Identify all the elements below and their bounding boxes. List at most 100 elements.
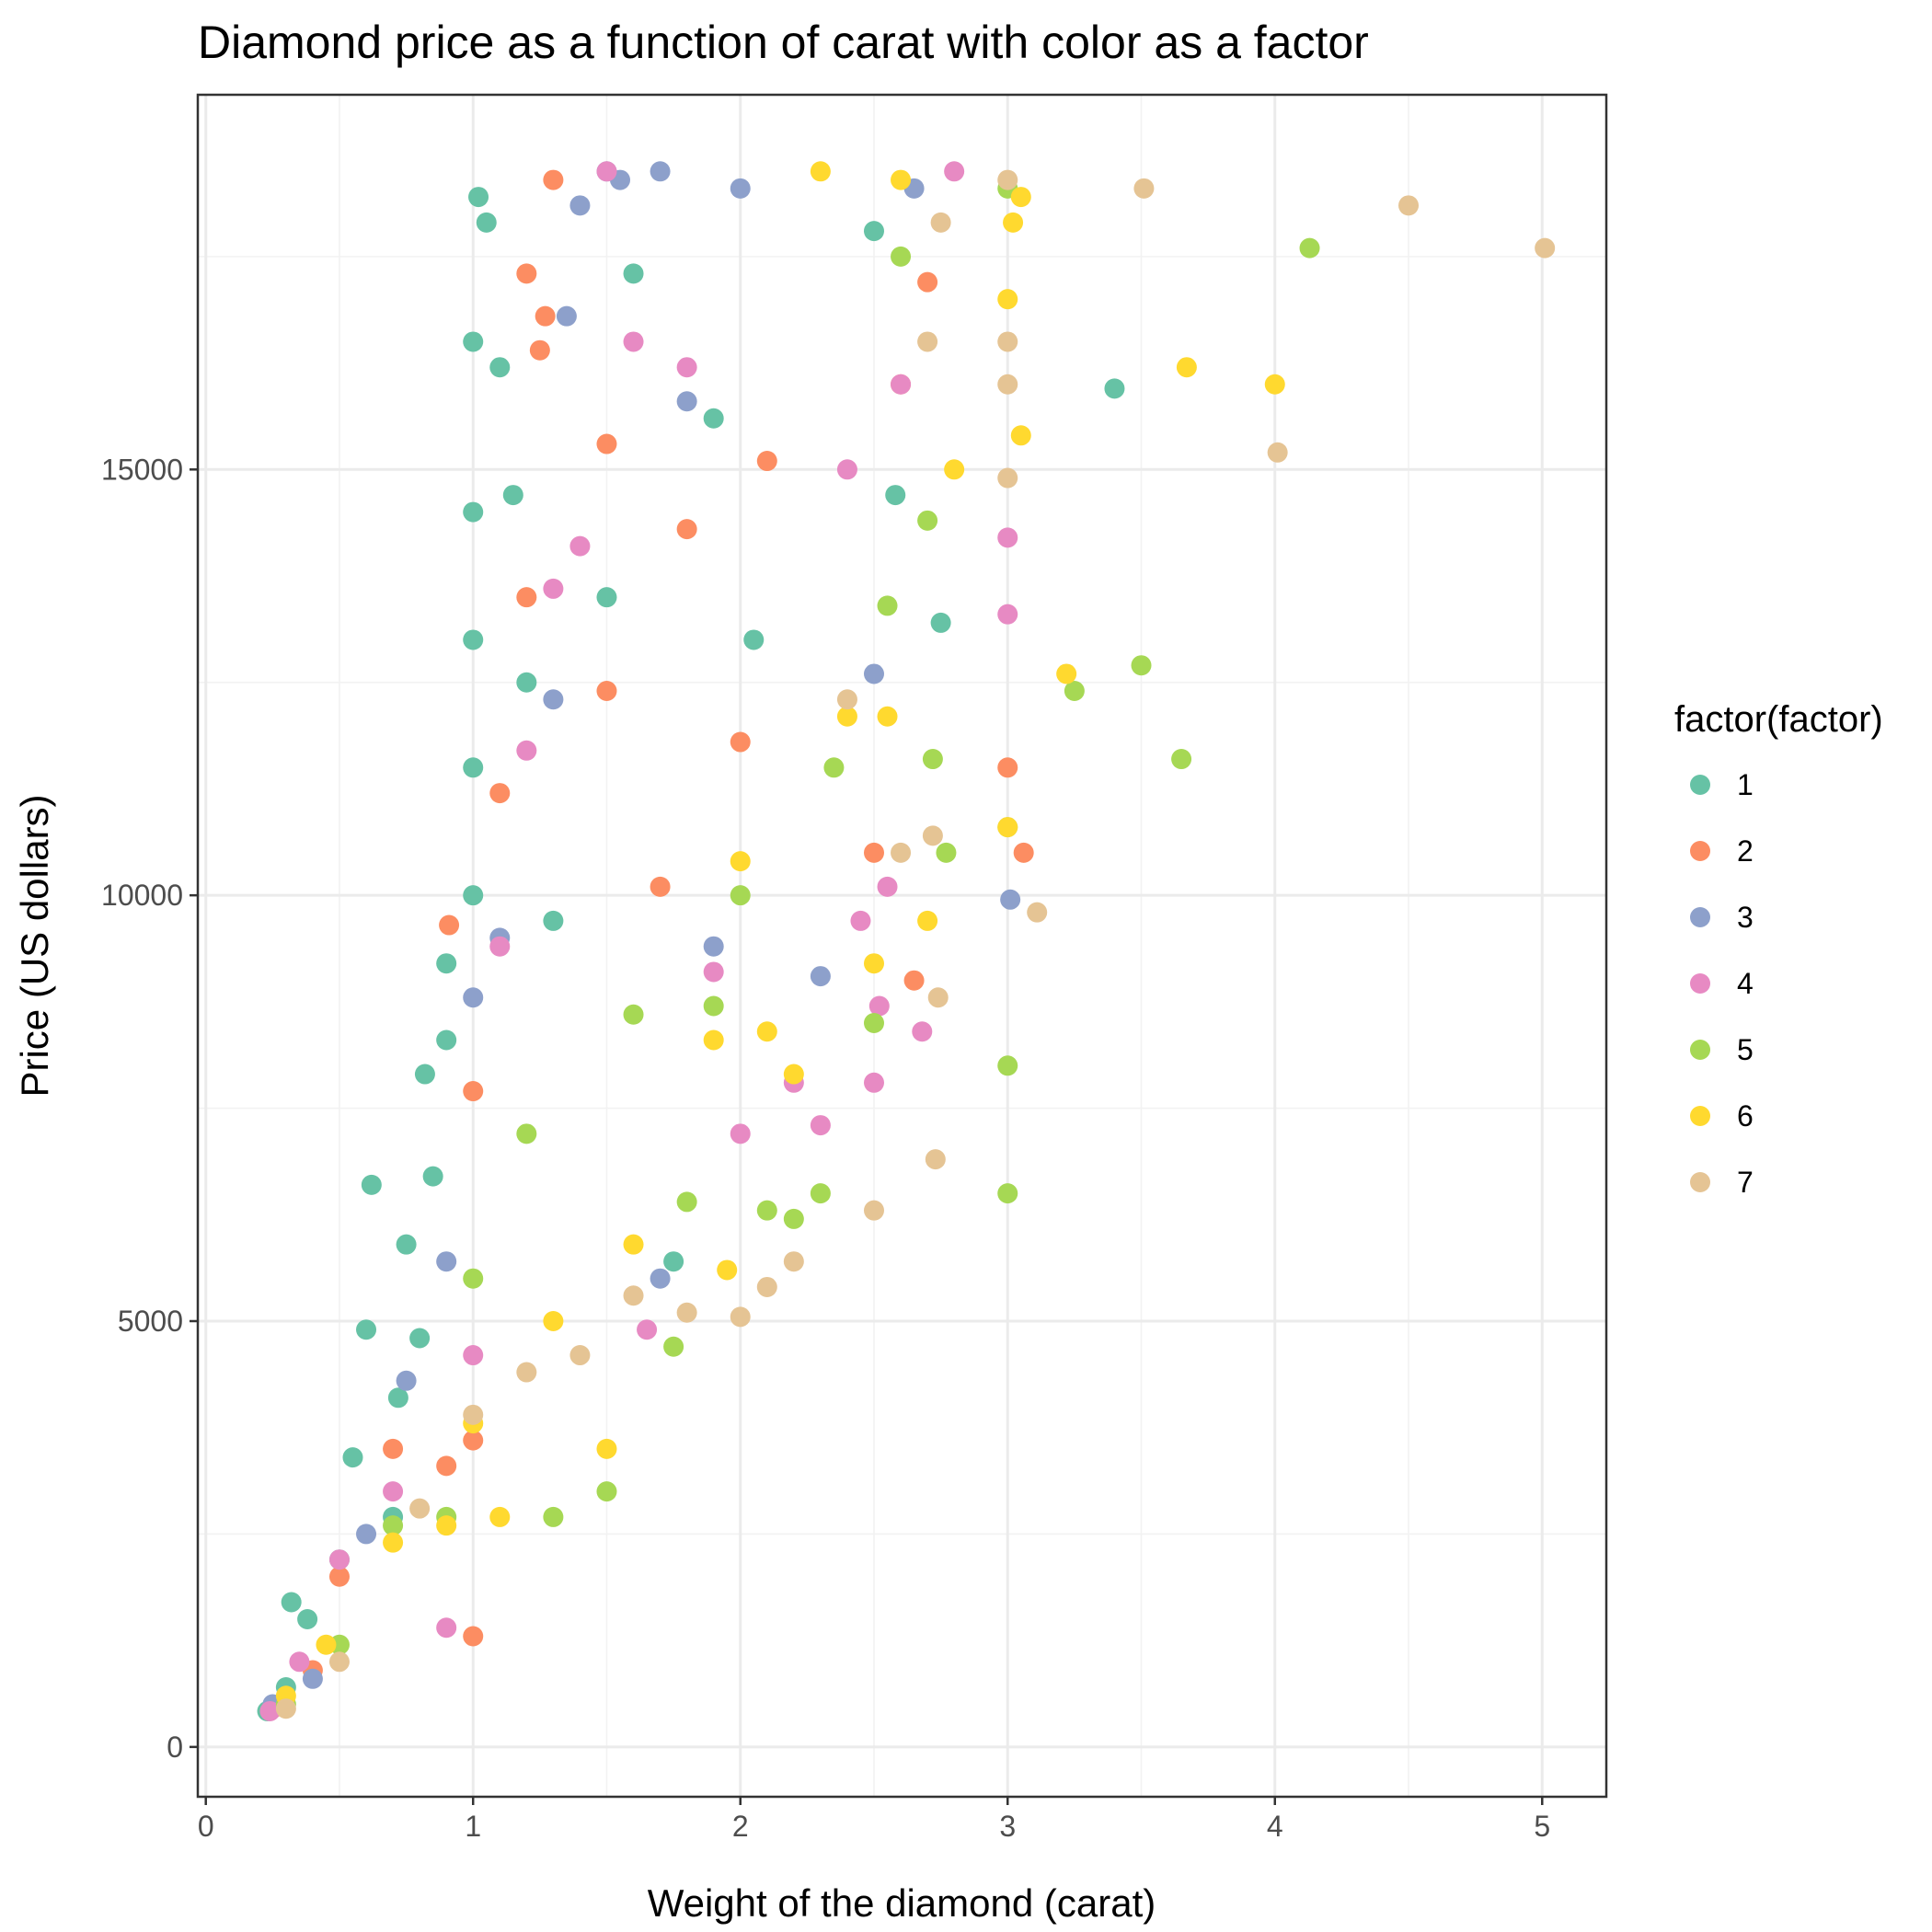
series-1 bbox=[257, 187, 1125, 1721]
data-point bbox=[730, 1306, 751, 1328]
data-point bbox=[863, 1072, 884, 1093]
data-point bbox=[529, 339, 550, 361]
data-point bbox=[383, 1515, 404, 1536]
data-point bbox=[730, 731, 751, 753]
data-point bbox=[316, 1634, 337, 1655]
data-point bbox=[676, 1191, 697, 1213]
data-point bbox=[463, 1268, 484, 1289]
data-point bbox=[863, 1200, 884, 1221]
data-point bbox=[356, 1524, 377, 1545]
data-point bbox=[650, 1268, 671, 1289]
data-point bbox=[756, 451, 777, 472]
data-point bbox=[259, 1700, 281, 1721]
legend-label: 3 bbox=[1737, 901, 1754, 934]
data-point bbox=[383, 1438, 404, 1459]
data-point bbox=[414, 1064, 435, 1085]
legend-label: 2 bbox=[1737, 834, 1754, 868]
data-point bbox=[535, 305, 556, 327]
data-point bbox=[676, 1302, 697, 1323]
data-point bbox=[489, 936, 511, 957]
data-point bbox=[436, 1251, 457, 1272]
data-point bbox=[1299, 237, 1320, 259]
data-point bbox=[836, 459, 857, 480]
data-point bbox=[783, 1208, 804, 1229]
data-point bbox=[663, 1251, 684, 1272]
data-point bbox=[569, 195, 591, 216]
data-points bbox=[257, 161, 1556, 1721]
data-point bbox=[836, 689, 857, 710]
legend-label: 4 bbox=[1737, 967, 1754, 1000]
data-point bbox=[756, 1200, 777, 1221]
gridlines bbox=[198, 95, 1606, 1797]
data-point bbox=[877, 595, 898, 616]
data-point bbox=[463, 501, 484, 523]
data-point bbox=[463, 1626, 484, 1647]
data-point bbox=[396, 1234, 417, 1255]
data-point bbox=[281, 1592, 302, 1613]
data-point bbox=[917, 331, 938, 352]
data-point bbox=[703, 1029, 724, 1051]
x-axis-title: Weight of the diamond (carat) bbox=[648, 1881, 1156, 1925]
legend-item-7: 7 bbox=[1690, 1166, 1754, 1199]
data-point bbox=[543, 578, 564, 599]
data-point bbox=[556, 305, 577, 327]
data-point bbox=[891, 169, 912, 190]
data-point bbox=[863, 842, 884, 863]
data-point bbox=[783, 1064, 804, 1085]
data-point bbox=[623, 1285, 644, 1306]
data-point bbox=[516, 587, 537, 608]
data-point bbox=[383, 1481, 404, 1502]
data-point bbox=[489, 783, 511, 804]
data-point bbox=[930, 612, 951, 633]
legend-key bbox=[1690, 1106, 1710, 1126]
data-point bbox=[891, 246, 912, 267]
y-tick-label: 0 bbox=[167, 1731, 183, 1764]
data-point bbox=[297, 1608, 318, 1629]
data-point bbox=[516, 263, 537, 284]
data-point bbox=[436, 953, 457, 974]
data-point bbox=[596, 433, 617, 454]
series-2 bbox=[262, 169, 1034, 1719]
data-point bbox=[1010, 425, 1031, 446]
legend-item-4: 4 bbox=[1690, 967, 1754, 1000]
data-point bbox=[516, 1362, 537, 1383]
data-point bbox=[463, 1430, 484, 1451]
data-point bbox=[328, 1651, 350, 1673]
data-point bbox=[850, 910, 871, 931]
data-point bbox=[422, 1166, 443, 1187]
legend-key bbox=[1690, 775, 1710, 795]
data-point bbox=[676, 391, 697, 412]
legend-label: 1 bbox=[1737, 768, 1754, 801]
legend-item-2: 2 bbox=[1690, 834, 1754, 868]
y-axis: 0 5000 10000 15000 bbox=[101, 453, 198, 1764]
data-point bbox=[463, 629, 484, 650]
data-point bbox=[997, 817, 1018, 838]
x-tick-label: 5 bbox=[1534, 1810, 1550, 1843]
data-point bbox=[387, 1387, 408, 1409]
data-point bbox=[912, 1021, 933, 1042]
legend-title: factor(factor) bbox=[1674, 699, 1883, 740]
series-4 bbox=[259, 161, 1018, 1721]
legend-key bbox=[1690, 1040, 1710, 1060]
data-point bbox=[361, 1174, 382, 1195]
data-point bbox=[289, 1651, 310, 1673]
data-point bbox=[1264, 374, 1285, 395]
legend-label: 5 bbox=[1737, 1033, 1754, 1066]
data-point bbox=[997, 467, 1018, 489]
data-point bbox=[925, 1149, 946, 1170]
legend-key bbox=[1690, 907, 1710, 927]
data-point bbox=[409, 1328, 431, 1349]
data-point bbox=[1000, 889, 1021, 910]
data-point bbox=[1535, 237, 1556, 259]
data-point bbox=[569, 1345, 591, 1366]
data-point bbox=[543, 169, 564, 190]
data-point bbox=[623, 1234, 644, 1255]
data-point bbox=[997, 289, 1018, 310]
y-tick-label: 5000 bbox=[118, 1305, 183, 1338]
data-point bbox=[596, 161, 617, 182]
data-point bbox=[1133, 178, 1155, 199]
data-point bbox=[997, 374, 1018, 395]
data-point bbox=[877, 876, 898, 897]
legend-items: 1 2 3 4 5 6 7 bbox=[1690, 768, 1754, 1199]
data-point bbox=[997, 1183, 1018, 1204]
